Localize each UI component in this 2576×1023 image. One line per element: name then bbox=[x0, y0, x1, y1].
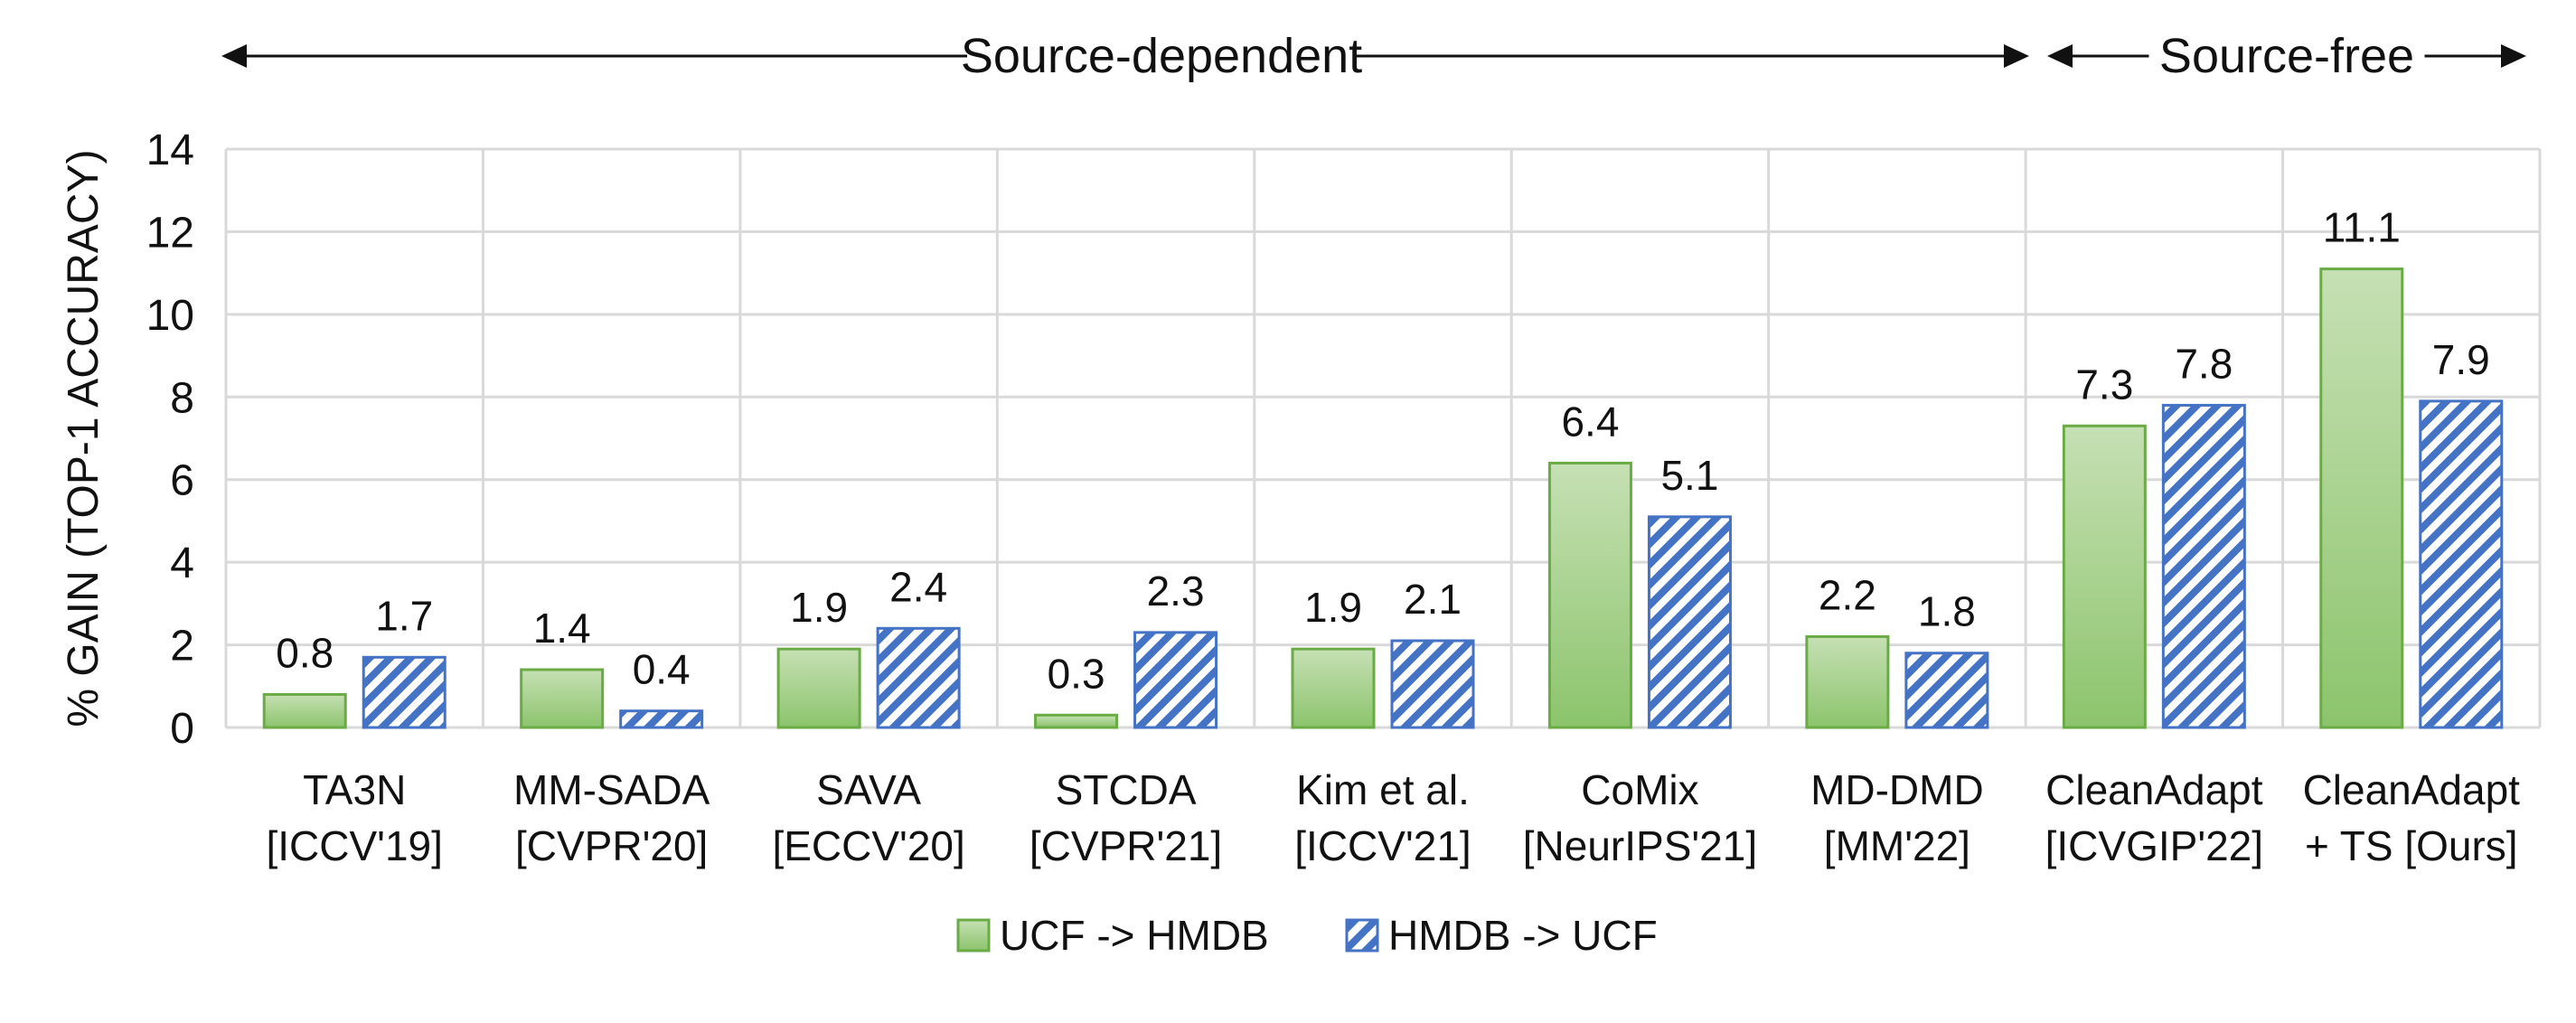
bar-ucf-hmdb bbox=[1805, 634, 1890, 729]
category-label: MM-SADA bbox=[513, 766, 710, 813]
data-label: 7.9 bbox=[2432, 336, 2490, 383]
bar-hmdb-ucf bbox=[1133, 631, 1218, 729]
legend-label: UCF -> HMDB bbox=[1000, 912, 1269, 959]
data-label: 6.4 bbox=[1561, 398, 1619, 445]
category-label: CoMix bbox=[1581, 766, 1698, 813]
data-label: 1.8 bbox=[1918, 588, 1976, 635]
legend-label: HMDB -> UCF bbox=[1388, 912, 1658, 959]
y-tick-label: 2 bbox=[170, 623, 194, 671]
data-label: 7.8 bbox=[2175, 340, 2233, 387]
category-label: CleanAdapt bbox=[2045, 766, 2263, 813]
grid-lines bbox=[224, 147, 2542, 729]
y-tick-label: 6 bbox=[170, 457, 194, 505]
legend: UCF -> HMDB HMDB -> UCF bbox=[956, 912, 1658, 959]
bar-hmdb-ucf bbox=[1390, 639, 1475, 729]
data-label: 2.3 bbox=[1147, 568, 1205, 615]
group-headers: Source-dependent Source-free bbox=[221, 24, 2526, 88]
bar-ucf-hmdb bbox=[1034, 713, 1119, 729]
data-label: 0.8 bbox=[276, 629, 334, 676]
y-tick-label: 14 bbox=[146, 127, 194, 174]
data-label: 1.7 bbox=[375, 592, 433, 639]
y-axis-title: % GAIN (TOP-1 ACCURACY) bbox=[60, 149, 108, 727]
data-label: 5.1 bbox=[1660, 452, 1718, 499]
group-header-label: Source-dependent bbox=[961, 29, 1362, 83]
category-label: [ECCV'20] bbox=[772, 822, 964, 869]
bar-ucf-hmdb bbox=[1291, 647, 1376, 729]
data-label: 11.1 bbox=[2323, 204, 2401, 251]
data-label: 0.3 bbox=[1048, 650, 1105, 697]
category-label: [ICCV'19] bbox=[267, 822, 443, 869]
category-label: [MM'22] bbox=[1824, 822, 1970, 869]
data-label: 7.3 bbox=[2075, 361, 2133, 408]
legend-swatch-hmdb-ucf bbox=[1345, 918, 1379, 953]
bar-ucf-hmdb bbox=[776, 647, 861, 729]
category-label: CleanAdapt bbox=[2303, 766, 2521, 813]
bar-ucf-hmdb bbox=[2062, 424, 2147, 729]
category-label: MD-DMD bbox=[1810, 766, 1984, 813]
category-label: [CVPR'20] bbox=[515, 822, 708, 869]
bar-ucf-hmdb bbox=[1547, 461, 1632, 729]
legend-swatch-ucf-hmdb bbox=[956, 918, 991, 953]
bar-ucf-hmdb bbox=[2319, 267, 2404, 729]
category-label: [ICCV'21] bbox=[1294, 822, 1471, 869]
bar-hmdb-ucf bbox=[619, 709, 704, 729]
data-label: 2.1 bbox=[1404, 576, 1462, 623]
y-tick-label: 0 bbox=[170, 705, 194, 753]
bar-hmdb-ucf bbox=[1647, 515, 1732, 729]
header-label-bg bbox=[967, 24, 1356, 88]
y-tick-label: 8 bbox=[170, 374, 194, 422]
data-label: 2.2 bbox=[1819, 571, 1876, 618]
y-tick-label: 12 bbox=[146, 209, 194, 257]
category-label: SAVA bbox=[816, 766, 921, 813]
bar-hmdb-ucf bbox=[2161, 403, 2246, 729]
category-label: + TS [Ours] bbox=[2305, 822, 2518, 869]
data-labels: 0.8 1.4 1.9 0.3 1.9 6.4 2.2 7.3 11.1 1.7 0.4 2.4 2.3… bbox=[276, 204, 2490, 698]
header-label-bg bbox=[2148, 24, 2425, 88]
category-label: Kim et al. bbox=[1296, 766, 1470, 813]
bar-hmdb-ucf bbox=[2419, 399, 2504, 729]
category-label: [ICVGIP'22] bbox=[2045, 822, 2263, 869]
data-label: 1.9 bbox=[1304, 584, 1362, 631]
bar-hmdb-ucf bbox=[362, 655, 447, 729]
data-label: 2.4 bbox=[889, 563, 947, 610]
category-label: [CVPR'21] bbox=[1029, 822, 1222, 869]
y-tick-label: 10 bbox=[146, 292, 194, 340]
bar-hmdb-ucf bbox=[1904, 652, 1989, 729]
data-label: 0.4 bbox=[633, 646, 691, 693]
arrow-right-icon bbox=[2501, 44, 2526, 68]
bar-hmdb-ucf bbox=[876, 626, 961, 729]
arrow-left-icon bbox=[221, 44, 247, 68]
category-label: [NeurIPS'21] bbox=[1523, 822, 1757, 869]
axes: 0 2 4 6 8 10 12 14 % GAIN (TOP-1 ACCURACY) TA3N [I… bbox=[60, 127, 2520, 869]
category-label: TA3N bbox=[303, 766, 406, 813]
arrow-right-icon bbox=[2004, 44, 2029, 68]
bar-ucf-hmdb bbox=[262, 692, 347, 729]
y-tick-label: 4 bbox=[170, 540, 194, 587]
category-label: STCDA bbox=[1056, 766, 1197, 813]
group-header-label: Source-free bbox=[2159, 29, 2414, 83]
bars bbox=[262, 267, 2504, 729]
arrow-left-icon bbox=[2047, 44, 2073, 68]
bar-ucf-hmdb bbox=[520, 668, 605, 729]
data-label: 1.9 bbox=[790, 584, 848, 631]
data-label: 1.4 bbox=[533, 605, 591, 652]
